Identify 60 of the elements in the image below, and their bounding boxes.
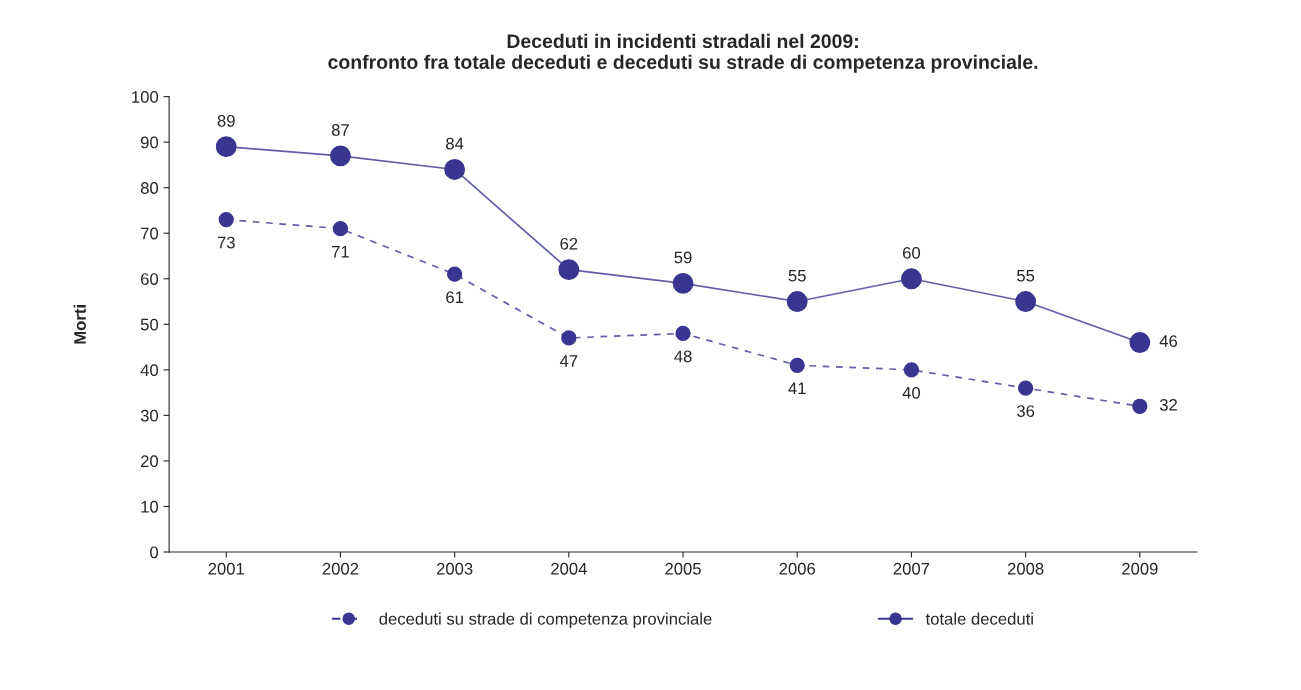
y-tick-label: 40: [140, 364, 159, 377]
data-label: 89: [217, 114, 235, 127]
point: [446, 266, 463, 282]
legend-label: deceduti su strade di competenza provinciale: [379, 612, 712, 629]
x-tick-label: 2006: [779, 562, 816, 575]
point: [901, 268, 922, 290]
point: [218, 211, 234, 228]
point: [215, 136, 237, 158]
data-label: 62: [560, 237, 578, 250]
data-label: 71: [332, 245, 349, 258]
point: [786, 291, 808, 312]
y-axis-title: Morti: [73, 305, 86, 344]
legend-label: totale deceduti: [925, 612, 1033, 625]
x-tick-label: 2008: [1007, 562, 1044, 575]
point: [561, 330, 577, 346]
y-tick-label: 70: [141, 227, 159, 240]
y-tick-label: 80: [140, 182, 159, 194]
y-tick-label: 90: [140, 136, 159, 149]
point: [1015, 291, 1037, 312]
data-label: 59: [674, 251, 692, 264]
data-label: 61: [446, 291, 464, 304]
x-tick-label: 2002: [322, 562, 359, 575]
point: [672, 272, 694, 294]
y-tick-label: 0: [150, 546, 159, 559]
y-tick-label: 10: [141, 500, 159, 513]
data-label: 48: [674, 350, 692, 363]
point: [1129, 332, 1151, 353]
y-tick-label: 100: [132, 91, 159, 103]
y-tick-label: 30: [140, 409, 159, 422]
chart-title: Deceduti in incidenti stradali nel 2009: confronto fra totale deceduti e deceduti su strade di competenza provinciale.: [328, 33, 1038, 73]
y-tick-label: 20: [141, 455, 159, 468]
x-tick-label: 2007: [893, 562, 930, 575]
data-label: 55: [1017, 269, 1035, 282]
data-label: 55: [788, 269, 806, 282]
data-label: 46: [1159, 335, 1178, 347]
y-tick-label: 50: [140, 318, 159, 331]
data-label: 60: [903, 247, 921, 259]
point: [332, 221, 349, 237]
point: [1017, 380, 1034, 396]
x-tick-label: 2004: [551, 562, 587, 575]
point: [903, 362, 920, 378]
x-tick-label: 2003: [436, 562, 473, 575]
point: [330, 145, 351, 167]
data-label: 84: [446, 137, 464, 150]
data-label: 47: [559, 355, 578, 367]
x-tick-label: 2009: [1122, 562, 1158, 575]
point: [1132, 398, 1148, 414]
x-tick-label: 2001: [208, 562, 244, 575]
point: [444, 159, 466, 180]
data-label: 32: [1159, 398, 1177, 411]
data-label: 87: [331, 124, 349, 136]
x-tick-label: 2005: [665, 562, 701, 575]
data-label: 41: [788, 382, 806, 395]
data-label: 40: [902, 386, 921, 399]
point: [675, 325, 691, 342]
data-label: 73: [217, 236, 235, 249]
y-tick-label: 60: [141, 273, 159, 285]
point: [789, 357, 805, 373]
data-label: 36: [1016, 405, 1035, 417]
point: [558, 259, 580, 281]
